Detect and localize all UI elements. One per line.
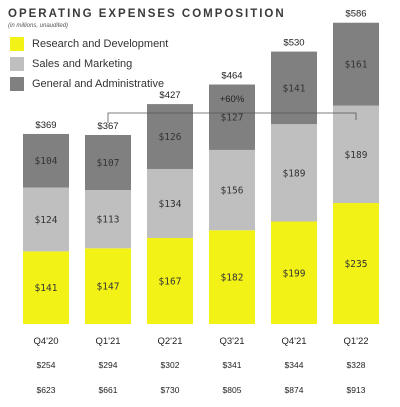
total-label: $586 [345, 9, 366, 20]
sm-segment [333, 105, 379, 203]
growth-label: +60% [220, 94, 245, 105]
rd-segment [85, 248, 131, 324]
x-tick-label: Q4'20 [33, 336, 58, 347]
extra-row-value: $913 [347, 385, 366, 395]
chart-title: OPERATING EXPENSES COMPOSITION [8, 8, 286, 20]
ga-segment [271, 51, 317, 125]
ga-segment [85, 134, 131, 191]
segment-value-label: $141 [283, 83, 306, 94]
rd-segment [271, 221, 317, 324]
extra-row-value: $302 [161, 360, 180, 370]
x-tick-label: Q1'21 [95, 336, 120, 347]
segment-value-label: $104 [35, 156, 58, 167]
growth-bracket [107, 112, 357, 123]
sm-segment [23, 187, 69, 252]
extra-row-value: $874 [285, 385, 304, 395]
extra-row-value: $623 [37, 385, 56, 395]
segment-value-label: $189 [345, 150, 368, 161]
segment-value-label: $167 [159, 276, 182, 287]
ga-segment [209, 84, 255, 150]
x-tick-label: Q4'21 [281, 336, 306, 347]
segment-value-label: $156 [221, 186, 244, 197]
segment-value-label: $126 [159, 132, 182, 143]
extra-row-value: $344 [285, 360, 304, 370]
segment-value-label: $141 [35, 283, 58, 294]
sm-segment [85, 190, 131, 249]
rd-segment [333, 202, 379, 324]
total-label: $367 [97, 121, 118, 132]
extra-row-value: $805 [223, 385, 242, 395]
ga-segment [147, 104, 193, 169]
legend-swatch-ga [10, 77, 24, 91]
total-label: $427 [159, 90, 180, 101]
segment-value-label: $182 [221, 273, 244, 284]
legend-item-ga: General and Administrative [10, 76, 168, 92]
rd-segment [23, 251, 69, 324]
segment-value-label: $134 [159, 199, 182, 210]
x-tick-label: Q3'21 [219, 336, 244, 347]
segment-value-label: $161 [345, 60, 368, 71]
total-label: $369 [35, 120, 56, 131]
segment-value-label: $199 [283, 268, 306, 279]
total-label: $464 [221, 71, 242, 82]
legend-swatch-rd [10, 37, 24, 51]
segment-value-label: $113 [97, 215, 120, 226]
extra-row-value: $661 [99, 385, 118, 395]
segment-value-label: $107 [97, 158, 120, 169]
extra-row-value: $341 [223, 360, 242, 370]
segment-value-label: $147 [97, 282, 120, 293]
segment-value-label: $235 [345, 259, 368, 270]
legend-label-rd: Research and Development [32, 38, 169, 50]
legend-label-ga: General and Administrative [32, 78, 165, 90]
ga-segment [333, 22, 379, 106]
extra-row-value: $254 [37, 360, 56, 370]
legend: Research and Development Sales and Marke… [10, 36, 168, 96]
legend-label-sm: Sales and Marketing [32, 58, 133, 70]
sm-segment [147, 168, 193, 238]
segment-value-label: $189 [283, 168, 306, 179]
segment-value-label: $127 [221, 113, 244, 124]
extra-row-value: $730 [161, 385, 180, 395]
chart-subtitle: (in millions, unaudited) [8, 23, 69, 29]
x-tick-label: Q2'21 [157, 336, 182, 347]
ga-segment [23, 133, 69, 188]
legend-item-sm: Sales and Marketing [10, 56, 168, 72]
rd-segment [147, 237, 193, 324]
legend-item-rd: Research and Development [10, 36, 168, 52]
total-label: $530 [283, 38, 304, 49]
segment-value-label: $124 [35, 215, 58, 226]
extra-row-value: $294 [99, 360, 118, 370]
x-tick-label: Q1'22 [343, 336, 368, 347]
extra-row-value: $328 [347, 360, 366, 370]
sm-segment [271, 124, 317, 222]
sm-segment [209, 149, 255, 231]
rd-segment [209, 230, 255, 324]
legend-swatch-sm [10, 57, 24, 71]
